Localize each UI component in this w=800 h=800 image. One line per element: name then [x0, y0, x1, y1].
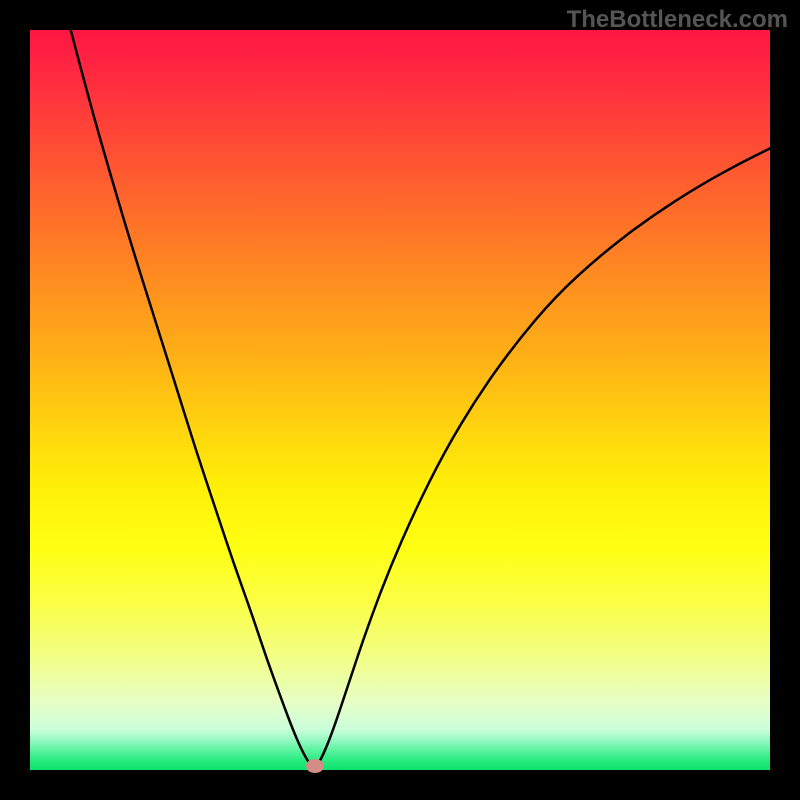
curve-overlay: [30, 30, 770, 770]
chart-plot-area: [30, 30, 770, 770]
watermark-text: TheBottleneck.com: [567, 6, 788, 34]
curve-left-branch: [71, 30, 315, 770]
minimum-marker: [306, 759, 324, 773]
curve-right-branch: [315, 148, 770, 770]
